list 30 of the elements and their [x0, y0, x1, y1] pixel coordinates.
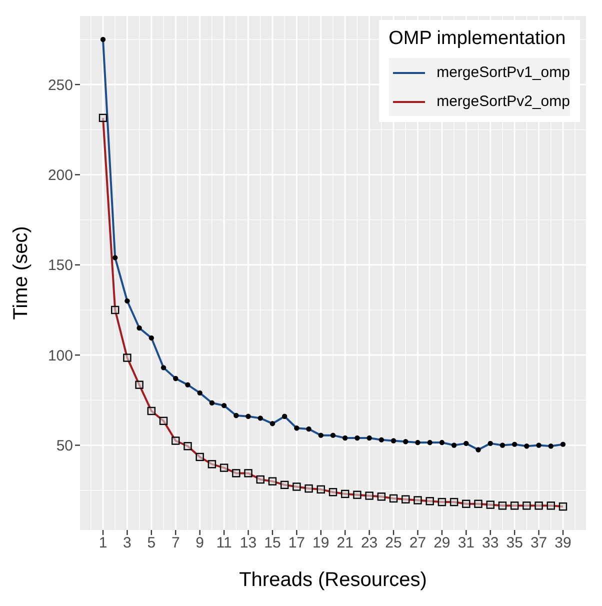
- x-tick-label: 11: [216, 534, 232, 552]
- y-tick-label: 150: [48, 257, 73, 274]
- x-tick-label: 35: [506, 534, 523, 552]
- x-tick-label: 39: [554, 534, 572, 552]
- legend-label: mergeSortPv2_omp: [436, 93, 570, 110]
- x-tick-label: 27: [409, 534, 426, 552]
- x-tick-label: 31: [458, 534, 474, 552]
- x-axis-title: Threads (Resources): [239, 569, 427, 591]
- x-tick-label: 3: [123, 534, 132, 552]
- legend-label: mergeSortPv1_omp: [436, 64, 570, 81]
- y-tick-label: 200: [48, 167, 73, 184]
- x-tick-label: 37: [530, 534, 548, 552]
- y-tick-label: 50: [56, 438, 73, 455]
- x-tick-label: 25: [385, 534, 402, 552]
- x-tick-label: 13: [240, 534, 257, 552]
- y-tick-label: 100: [48, 347, 73, 364]
- x-tick-label: 9: [196, 534, 204, 552]
- x-tick-label: 19: [312, 534, 330, 552]
- x-tick-label: 7: [171, 534, 180, 552]
- y-tick-label: 250: [48, 76, 73, 94]
- x-tick-label: 1: [98, 534, 108, 552]
- legend-title: OMP implementation: [388, 28, 567, 50]
- y-axis-title: Time (sec): [10, 226, 32, 320]
- x-tick-label: 15: [264, 534, 281, 552]
- x-tick-label: 17: [288, 534, 306, 552]
- x-tick-label: 5: [147, 534, 156, 552]
- x-tick-label: 21: [336, 534, 354, 552]
- x-tick-label: 29: [434, 534, 450, 552]
- x-tick-label: 23: [360, 534, 378, 552]
- x-tick-label: 33: [482, 534, 499, 552]
